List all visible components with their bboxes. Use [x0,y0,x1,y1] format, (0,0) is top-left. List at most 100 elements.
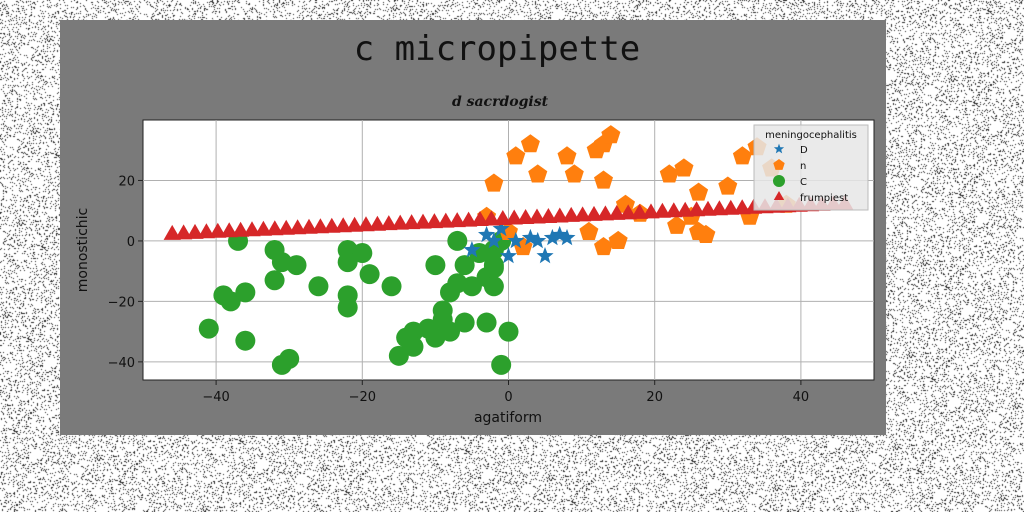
point-D [543,228,561,246]
point-frumpiest [494,210,512,225]
point-frumpiest [551,207,569,223]
point-n [601,125,621,144]
legend-label-D: D [800,145,808,156]
point-C [198,318,219,339]
point-C [483,255,504,276]
point-frumpiest [277,219,295,235]
point-D [499,247,518,264]
point-n [608,230,628,249]
point-frumpiest [562,206,580,222]
point-frumpiest [254,220,273,236]
point-n [659,164,679,183]
x-tick-label: −40 [202,390,229,405]
legend-title: meningocephalitis [765,130,857,141]
point-frumpiest [722,199,740,215]
point-n [689,182,709,201]
point-frumpiest [665,202,683,218]
point-frumpiest [516,209,535,224]
point-frumpiest [630,203,649,219]
point-C [352,243,373,264]
point-n [696,224,716,243]
point-n [484,173,504,192]
x-axis-label: agatiform [474,410,542,426]
point-C [235,282,256,303]
point-D [536,247,554,264]
y-tick-label: −40 [108,356,135,371]
point-n [557,146,577,165]
point-frumpiest [596,205,614,221]
legend-label-frumpiest: frumpiest [800,193,848,204]
point-D [463,241,481,258]
point-frumpiest [311,218,330,234]
point-frumpiest [346,216,364,232]
data-points [163,125,854,375]
point-frumpiest [186,223,204,239]
point-frumpiest [733,199,751,215]
point-n [732,146,752,165]
point-frumpiest [414,213,432,229]
point-C [483,276,504,297]
point-D [485,231,503,249]
point-frumpiest [608,204,626,220]
series-C [198,230,519,375]
point-C [403,336,424,357]
point-n [667,215,687,234]
y-tick-label: −20 [108,295,135,310]
point-frumpiest [163,224,181,240]
x-tick-label: 0 [504,390,512,405]
point-frumpiest [710,200,728,216]
point-frumpiest [585,205,603,221]
point-C [388,345,409,366]
point-frumpiest [403,214,421,230]
legend-label-n: n [800,161,806,172]
point-frumpiest [232,221,250,237]
point-C [491,354,512,375]
point-frumpiest [300,218,318,234]
point-frumpiest [539,208,558,223]
point-C [337,297,358,318]
point-D [478,225,496,243]
point-C [286,255,307,276]
point-frumpiest [220,222,238,238]
series-D [463,219,576,264]
series-frumpiest [163,194,854,240]
x-tick-label: −20 [349,390,376,405]
legend-marker-D [773,143,785,154]
point-n [579,221,599,240]
point-frumpiest [619,204,637,220]
point-C [454,312,475,333]
y-axis-label: monostichic [75,208,91,292]
point-frumpiest [699,200,717,216]
point-C [235,330,256,351]
point-C [264,270,285,291]
point-C [461,276,482,297]
point-C [454,255,475,276]
point-frumpiest [323,217,341,233]
point-frumpiest [266,220,284,236]
point-C [381,276,402,297]
point-C [425,255,446,276]
legend-marker-frumpiest [773,191,785,200]
point-D [558,228,576,246]
point-n [564,164,584,183]
point-frumpiest [459,211,478,227]
point-C [498,321,519,342]
point-frumpiest [425,213,444,229]
point-frumpiest [642,203,660,219]
y-tick-label: 20 [118,174,135,189]
point-frumpiest [357,216,375,232]
legend-marker-n [773,159,785,170]
point-C [440,321,461,342]
point-n [674,158,694,177]
point-frumpiest [505,209,523,225]
point-D [529,231,547,249]
chart-subtitle: d sacrdogist [452,94,549,110]
point-C [279,348,300,369]
point-frumpiest [653,202,671,218]
x-tick-label: 20 [646,390,663,405]
point-frumpiest [573,206,592,222]
point-frumpiest [676,201,694,217]
point-C [220,291,241,312]
